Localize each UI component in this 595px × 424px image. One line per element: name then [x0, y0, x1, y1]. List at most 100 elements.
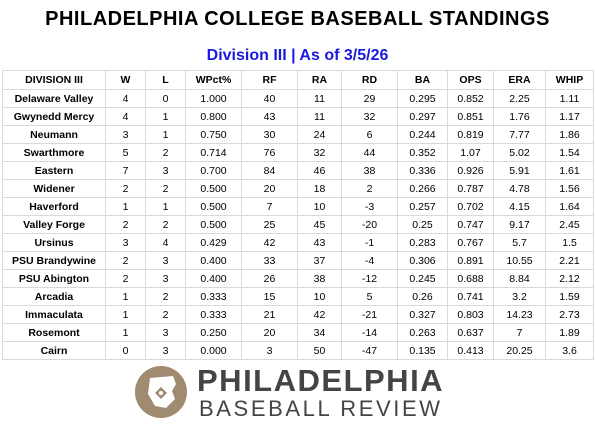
stat-cell: 0.819	[447, 125, 494, 144]
stat-cell: 1.56	[545, 179, 594, 198]
stat-cell: 0.429	[185, 233, 242, 252]
stat-cell: 0.333	[185, 287, 242, 306]
stat-cell: 0.500	[185, 215, 242, 234]
stat-cell: 10	[297, 197, 342, 216]
stat-cell: 1.76	[493, 107, 546, 126]
team-name-cell: Gwynedd Mercy	[2, 107, 106, 126]
stat-cell: 2	[105, 215, 146, 234]
team-name-cell: Delaware Valley	[2, 89, 106, 108]
stat-cell: 0.306	[397, 251, 448, 270]
stat-cell: 32	[341, 107, 398, 126]
stat-cell: 25	[241, 215, 298, 234]
stat-cell: 7	[105, 161, 146, 180]
stat-cell: 5.02	[493, 143, 546, 162]
stat-cell: 3	[145, 341, 186, 360]
stat-cell: 1	[145, 125, 186, 144]
stat-cell: 84	[241, 161, 298, 180]
stat-cell: 34	[297, 323, 342, 342]
stat-cell: 3	[145, 323, 186, 342]
stat-cell: 45	[297, 215, 342, 234]
stat-cell: 1	[105, 323, 146, 342]
stat-cell: 0.637	[447, 323, 494, 342]
stat-cell: 2	[145, 143, 186, 162]
team-name-cell: Ursinus	[2, 233, 106, 252]
stat-cell: 0.714	[185, 143, 242, 162]
team-name-cell: Haverford	[2, 197, 106, 216]
stat-cell: 3	[105, 125, 146, 144]
table-row: Eastern 7 3 0.700 84 46 38 0.336 0.926 5.91 1.61	[2, 161, 594, 180]
stat-cell: 0.891	[447, 251, 494, 270]
column-header: OPS	[447, 70, 494, 90]
stat-cell: 2	[105, 269, 146, 288]
stat-cell: 0.352	[397, 143, 448, 162]
page-title: PHILADELPHIA COLLEGE BASEBALL STANDINGS	[45, 8, 550, 30]
team-name-cell: Widener	[2, 179, 106, 198]
stat-cell: 0.852	[447, 89, 494, 108]
stat-cell: 0.750	[185, 125, 242, 144]
stat-cell: 3.6	[545, 341, 594, 360]
stat-cell: 0.500	[185, 197, 242, 216]
stat-cell: 7.77	[493, 125, 546, 144]
stat-cell: 7	[241, 197, 298, 216]
stat-cell: 0.250	[185, 323, 242, 342]
stat-cell: 3	[145, 269, 186, 288]
stat-cell: 5	[105, 143, 146, 162]
stat-cell: 5.91	[493, 161, 546, 180]
stat-cell: 6	[341, 125, 398, 144]
stat-cell: 2	[145, 305, 186, 324]
standings-table: DIVISION III W L WPct% RF RA RD BA OPS ERA WHIP De…	[2, 70, 594, 360]
stat-cell: 0.295	[397, 89, 448, 108]
stat-cell: 24	[297, 125, 342, 144]
table-row: PSU Brandywine 2 3 0.400 33 37 -4 0.306 0.891 10.…	[2, 251, 594, 270]
stat-cell: 3.2	[493, 287, 546, 306]
stat-cell: 1	[145, 197, 186, 216]
stat-cell: 0.263	[397, 323, 448, 342]
team-name-cell: PSU Brandywine	[2, 251, 106, 270]
stat-cell: 0.327	[397, 305, 448, 324]
stat-cell: 2.73	[545, 305, 594, 324]
stat-cell: 4	[105, 107, 146, 126]
stat-cell: 2.45	[545, 215, 594, 234]
stat-cell: 0.400	[185, 269, 242, 288]
table-row: Delaware Valley 4 0 1.000 40 11 29 0.295 0.852 2.…	[2, 89, 594, 108]
stat-cell: 1.5	[545, 233, 594, 252]
stat-cell: 0.688	[447, 269, 494, 288]
stat-cell: 0.926	[447, 161, 494, 180]
stat-cell: 2	[145, 287, 186, 306]
table-row: Ursinus 3 4 0.429 42 43 -1 0.283 0.767 5.7 1.5	[2, 233, 594, 252]
stat-cell: 11	[297, 89, 342, 108]
stat-cell: 9.17	[493, 215, 546, 234]
stat-cell: 0.266	[397, 179, 448, 198]
column-header: W	[105, 70, 146, 90]
stat-cell: 2	[145, 215, 186, 234]
stat-cell: 29	[341, 89, 398, 108]
stat-cell: 0.700	[185, 161, 242, 180]
stat-cell: 20.25	[493, 341, 546, 360]
stat-cell: -4	[341, 251, 398, 270]
team-name-cell: Arcadia	[2, 287, 106, 306]
team-name-cell: Immaculata	[2, 305, 106, 324]
stat-cell: 10	[297, 287, 342, 306]
stat-cell: 38	[341, 161, 398, 180]
stat-cell: 0.257	[397, 197, 448, 216]
stat-cell: 0	[105, 341, 146, 360]
table-row: Neumann 3 1 0.750 30 24 6 0.244 0.819 7.77 1.86	[2, 125, 594, 144]
table-row: Valley Forge 2 2 0.500 25 45 -20 0.25 0.747 9.17 2…	[2, 215, 594, 234]
stat-cell: 0.400	[185, 251, 242, 270]
stat-cell: 46	[297, 161, 342, 180]
stat-cell: 0.500	[185, 179, 242, 198]
stat-cell: 43	[297, 233, 342, 252]
stat-cell: 5	[341, 287, 398, 306]
stat-cell: 18	[297, 179, 342, 198]
stat-cell: 37	[297, 251, 342, 270]
stat-cell: 0.851	[447, 107, 494, 126]
table-row: Widener 2 2 0.500 20 18 2 0.266 0.787 4.78 1.56	[2, 179, 594, 198]
stat-cell: -20	[341, 215, 398, 234]
team-name-cell: Swarthmore	[2, 143, 106, 162]
team-name-cell: Eastern	[2, 161, 106, 180]
stat-cell: 2.12	[545, 269, 594, 288]
stat-cell: 1.54	[545, 143, 594, 162]
page-subtitle: Division III | As of 3/5/26	[206, 47, 389, 64]
logo-text-philadelphia: PHILADELPHIA	[197, 363, 445, 398]
